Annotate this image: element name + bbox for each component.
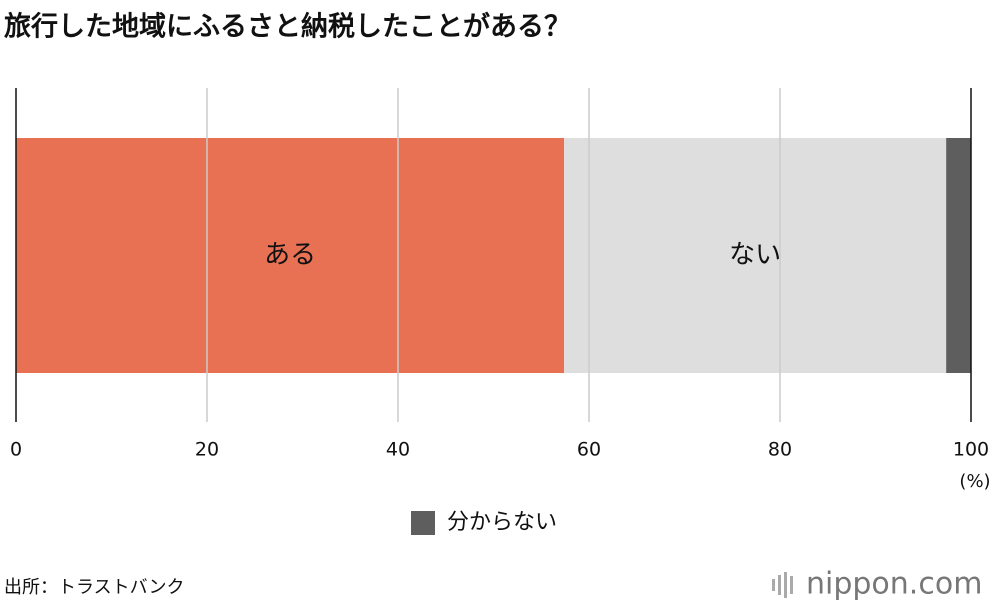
x-tick-label: 0 <box>10 439 22 461</box>
x-tick-label: 60 <box>577 439 601 461</box>
source: 出所：トラストバンク <box>4 577 185 598</box>
bar-segment <box>16 138 565 373</box>
logo-bar <box>772 579 775 591</box>
logo-bar <box>790 576 793 594</box>
x-tick-label: 80 <box>768 439 792 461</box>
chart-title: 旅行した地域にふるさと納税したことがある？ <box>4 11 571 43</box>
legend-swatch <box>411 511 435 535</box>
segment-label: ある <box>264 240 316 270</box>
segment-label: ない <box>729 240 781 270</box>
bar-segment <box>946 138 971 373</box>
axis-unit: (%) <box>959 471 990 492</box>
legend-label: 分からない <box>447 510 557 535</box>
x-tick-label: 40 <box>386 439 410 461</box>
brand: nippon.com <box>806 567 982 602</box>
logo-bar <box>778 575 781 595</box>
x-tick-label: 100 <box>953 439 989 461</box>
logo-bar <box>784 572 787 598</box>
x-tick-label: 20 <box>195 439 219 461</box>
bar-segment <box>564 138 947 373</box>
brand-logo: nippon.com <box>772 567 982 602</box>
